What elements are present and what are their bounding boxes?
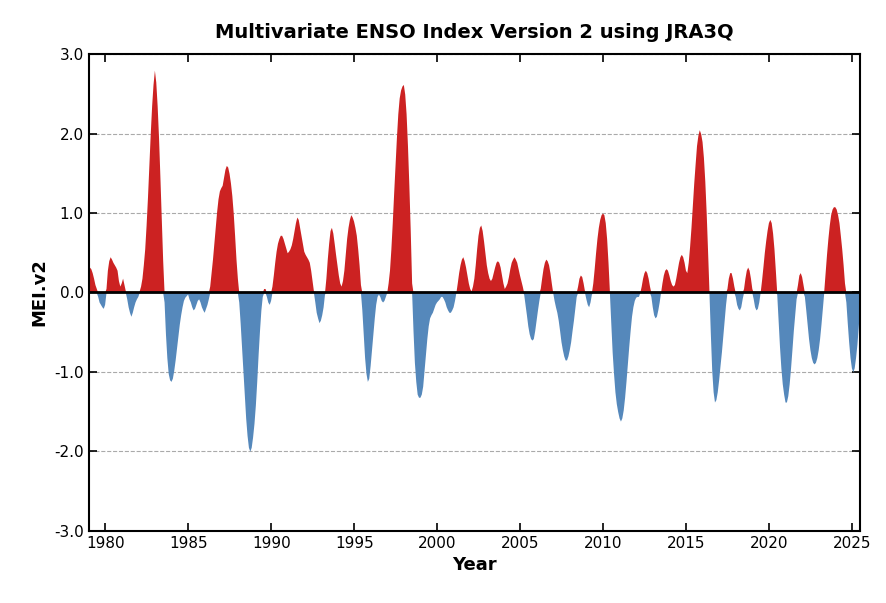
Title: Multivariate ENSO Index Version 2 using JRA3Q: Multivariate ENSO Index Version 2 using … [215, 22, 733, 42]
Y-axis label: MEI.v2: MEI.v2 [30, 259, 49, 326]
X-axis label: Year: Year [452, 556, 496, 574]
